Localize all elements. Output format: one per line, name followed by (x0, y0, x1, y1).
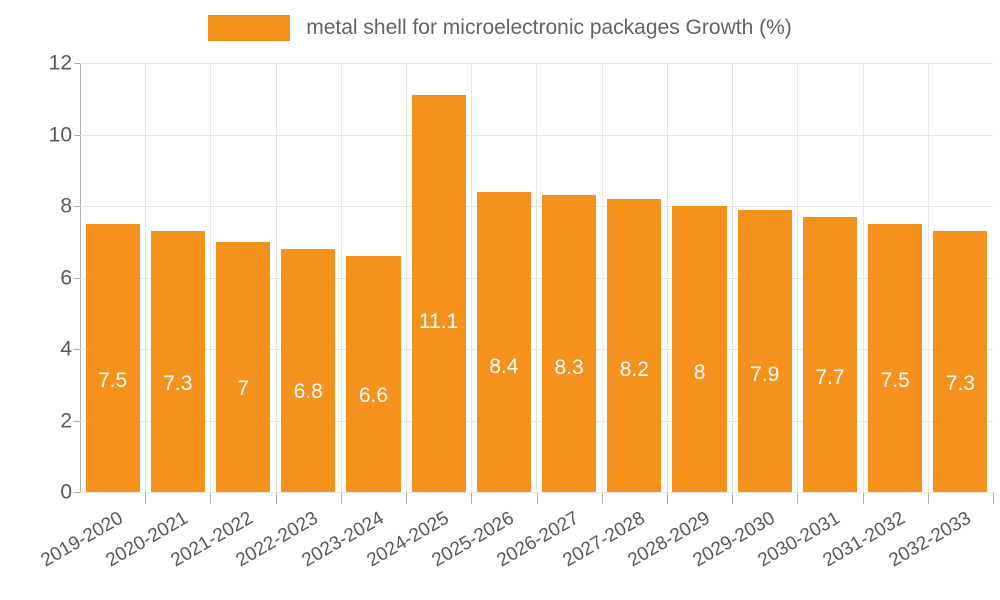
x-tick-mark (341, 493, 342, 504)
y-tick-mark (74, 134, 80, 136)
x-gridline (602, 63, 603, 492)
legend-color-swatch (208, 15, 291, 41)
bar-value-label: 8.4 (489, 354, 519, 378)
plot-area: 7.5 7.3 7 6.8 6.6 11.1 8.4 8.3 8.2 8 7.9 7.7 7.5 7.3 (80, 63, 993, 493)
bar[interactable]: 7.3 (150, 231, 205, 492)
x-gridline (797, 63, 798, 492)
bar-value-label: 7.7 (815, 365, 845, 389)
x-gridline (145, 63, 146, 492)
bar-value-label: 6.8 (293, 379, 323, 403)
x-gridline (536, 63, 537, 492)
bar[interactable]: 8.4 (476, 191, 531, 492)
x-tick-mark (797, 493, 798, 504)
bar-value-label: 7 (237, 376, 249, 400)
x-gridline (406, 63, 407, 492)
bar-value-label: 7.3 (945, 372, 975, 396)
y-tick-mark (74, 63, 80, 64)
bar[interactable]: 8.3 (542, 195, 597, 492)
x-tick-mark (928, 493, 929, 504)
bar[interactable]: 6.6 (346, 256, 401, 492)
y-gridline (80, 492, 993, 493)
bar-value-label: 7.5 (97, 368, 128, 392)
x-gridline (732, 63, 733, 492)
bar-value-label: 7.5 (880, 368, 910, 392)
bar[interactable]: 7 (215, 241, 271, 492)
x-tick-mark (863, 493, 864, 504)
bar[interactable]: 7.3 (933, 231, 988, 492)
bar[interactable]: 6.8 (281, 248, 336, 492)
bar[interactable]: 7.9 (737, 209, 792, 492)
x-tick-mark (210, 493, 211, 504)
legend-label: metal shell for microelectronic packages… (306, 16, 792, 39)
x-tick-mark (732, 493, 733, 504)
bar-value-label: 11.1 (419, 310, 459, 334)
x-tick-mark (471, 493, 472, 504)
y-tick-mark (74, 420, 80, 422)
x-tick-mark (667, 493, 668, 504)
x-gridline (276, 63, 277, 492)
x-gridline (667, 63, 668, 492)
bar[interactable]: 7.5 (868, 223, 923, 492)
x-gridline (341, 63, 342, 492)
y-axis-tick-label: 8 (60, 194, 72, 218)
y-axis-tick-label: 2 (60, 409, 72, 432)
y-tick-mark (74, 206, 80, 207)
bar-value-label: 8 (693, 361, 706, 384)
bar-value-label: 8.3 (554, 356, 584, 380)
y-tick-mark (74, 492, 80, 493)
x-gridline (210, 63, 211, 492)
y-axis-tick-label: 4 (60, 337, 72, 361)
bar[interactable]: 8 (672, 206, 727, 492)
bar-value-label: 8.2 (619, 357, 649, 381)
x-tick-mark (993, 493, 994, 504)
x-tick-mark (145, 493, 146, 504)
bar-value-label: 7.3 (163, 372, 193, 396)
y-axis-tick-label: 10 (48, 123, 72, 146)
bar[interactable]: 11.1 (411, 95, 466, 492)
bar[interactable]: 7.5 (85, 223, 140, 492)
chart-legend: metal shell for microelectronic packages… (0, 8, 1000, 48)
y-axis: 0 2 4 6 8 10 12 (0, 0, 72, 600)
x-gridline (928, 63, 929, 492)
x-gridline (471, 63, 472, 492)
bar[interactable]: 8.2 (607, 198, 662, 492)
y-tick-mark (74, 349, 80, 350)
bar[interactable]: 7.7 (802, 216, 858, 492)
bar-value-label: 6.6 (358, 384, 389, 408)
y-axis-tick-label: 6 (60, 266, 72, 289)
x-tick-mark (537, 493, 538, 504)
x-gridline (863, 63, 864, 492)
y-axis-tick-label: 0 (60, 480, 72, 504)
y-tick-mark (74, 277, 80, 279)
y-axis-tick-label: 12 (48, 51, 72, 75)
x-tick-mark (406, 493, 407, 504)
bar-value-label: 7.9 (750, 362, 780, 386)
x-tick-mark (602, 493, 603, 504)
x-tick-mark (276, 493, 277, 504)
